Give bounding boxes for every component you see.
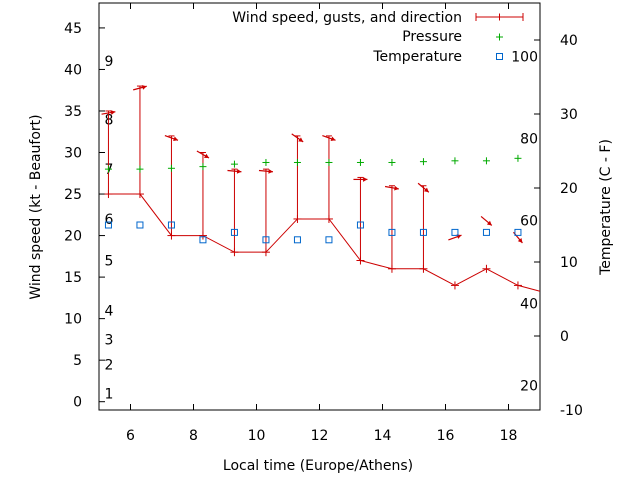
wind-direction-arrowhead [517, 238, 523, 243]
x-tick-label: 8 [189, 428, 198, 444]
beaufort-label: 8 [105, 112, 114, 128]
y-tick-label: 30 [64, 146, 82, 162]
temperature-point [451, 228, 459, 236]
wind-direction-arrowhead [363, 177, 368, 182]
wind-direction-arrowhead [141, 85, 147, 90]
fahrenheit-label: 40 [520, 296, 538, 312]
fahrenheit-label: 80 [520, 131, 538, 147]
beaufort-label: 2 [105, 357, 114, 373]
temperature-point [262, 236, 270, 244]
temperature-point [388, 228, 396, 236]
fahrenheit-label: 20 [520, 379, 538, 395]
y-tick-label: 45 [64, 21, 82, 37]
beaufort-label: 4 [105, 303, 114, 319]
y2-axis-title: Temperature (C - F) [598, 139, 614, 276]
legend-label-pressure: Pressure [402, 29, 462, 45]
beaufort-label: 7 [105, 162, 114, 178]
wind-direction-arrowhead [423, 187, 429, 193]
plot-frame [98, 2, 541, 411]
wind-direction-arrowhead [110, 110, 116, 115]
wind-direction-arrowhead [173, 136, 179, 142]
wind-speed-line [108, 193, 541, 292]
x-tick-label: 18 [500, 428, 518, 444]
y-tick-label: 15 [64, 270, 82, 286]
y2-tick-label: -10 [560, 403, 583, 419]
fahrenheit-label: 60 [520, 214, 538, 230]
legend-label-wind: Wind speed, gusts, and direction [232, 10, 462, 26]
beaufort-label: 6 [105, 212, 114, 228]
beaufort-label: 1 [105, 386, 114, 402]
beaufort-label: 9 [105, 54, 114, 70]
legend-swatch-temperature [496, 53, 503, 60]
wind-direction-arrowhead [204, 153, 210, 159]
wind-direction-arrowhead [298, 137, 304, 142]
temperature-point [419, 228, 427, 236]
temperature-point [356, 221, 364, 229]
temperature-point [514, 228, 522, 236]
temperature-point [104, 221, 112, 229]
y2-tick-label: 0 [560, 329, 569, 345]
y-tick-label: 5 [73, 353, 82, 369]
x-tick-label: 12 [311, 428, 329, 444]
temperature-point [199, 236, 207, 244]
temperature-point [325, 236, 333, 244]
temperature-point [167, 221, 175, 229]
wind-direction-arrowhead [236, 168, 242, 174]
wind-direction-arrowhead [394, 185, 399, 191]
y2-tick-label: 40 [560, 33, 578, 49]
temperature-point [230, 228, 238, 236]
wind-direction-arrowhead [330, 136, 336, 142]
wind-direction-arrowhead [268, 168, 273, 174]
fahrenheit-label: 100 [511, 49, 538, 65]
legend-label-temperature: Temperature [372, 49, 462, 65]
y-axis-title: Wind speed (kt - Beaufort) [28, 114, 44, 299]
temperature-point [136, 221, 144, 229]
y-tick-label: 35 [64, 104, 82, 120]
x-axis-title: Local time (Europe/Athens) [223, 458, 413, 474]
y-tick-label: 0 [73, 395, 82, 411]
temperature-point [482, 228, 490, 236]
x-tick-label: 6 [126, 428, 135, 444]
x-tick-label: 10 [248, 428, 266, 444]
x-tick-label: 16 [437, 428, 455, 444]
y-tick-label: 40 [64, 62, 82, 78]
y2-tick-label: 30 [560, 107, 578, 123]
y2-tick-label: 10 [560, 255, 578, 271]
wind-direction-arrowhead [486, 220, 492, 226]
x-tick-label: 14 [374, 428, 392, 444]
temperature-point [293, 236, 301, 244]
y2-tick-label: 20 [560, 181, 578, 197]
y-tick-label: 10 [64, 312, 82, 328]
beaufort-label: 5 [105, 253, 114, 269]
y-tick-label: 25 [64, 187, 82, 203]
beaufort-label: 3 [105, 332, 114, 348]
y-tick-label: 20 [64, 229, 82, 245]
